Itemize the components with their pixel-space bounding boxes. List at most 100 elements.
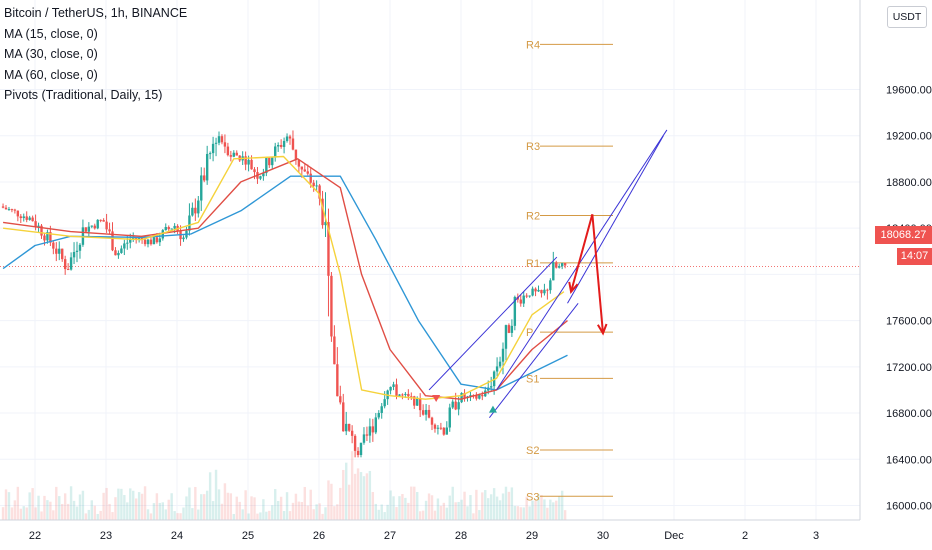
candle-body	[481, 395, 484, 397]
volume-bar	[546, 507, 549, 520]
currency-button[interactable]: USDT	[887, 6, 927, 28]
volume-bar	[558, 495, 561, 520]
candle-body	[129, 238, 132, 243]
candle-body	[333, 336, 336, 365]
volume-bar	[105, 487, 108, 520]
candle-body	[84, 227, 88, 232]
volume-bar	[513, 505, 517, 520]
candle-body	[427, 409, 431, 418]
candle-body	[194, 207, 197, 214]
volume-bar	[152, 503, 156, 520]
candle-body	[327, 222, 330, 276]
legend-ma15[interactable]: MA (15, close, 0)	[4, 26, 98, 41]
legend-ma30[interactable]: MA (30, close, 0)	[4, 47, 98, 61]
volume-bar	[4, 489, 8, 520]
volume-bar	[398, 496, 401, 520]
volume-bar	[478, 510, 481, 520]
volume-bar	[365, 473, 369, 520]
candle-body	[347, 423, 351, 431]
candle-body	[318, 185, 321, 199]
candle-body	[111, 231, 114, 251]
volume-bar	[170, 493, 173, 520]
candle-body	[126, 242, 129, 244]
channel-lower-line	[489, 302, 579, 418]
volume-bar	[374, 503, 377, 520]
candle-body	[114, 250, 117, 256]
candle-body	[1, 206, 5, 208]
candle-body	[78, 244, 82, 251]
candle-body	[173, 225, 176, 229]
channel-upper-line	[428, 256, 558, 391]
candle-body	[259, 176, 262, 179]
volume-bar	[90, 500, 93, 520]
volume-bar	[445, 507, 448, 520]
volume-bar	[333, 506, 336, 520]
volume-bar	[185, 496, 188, 520]
candle-body	[288, 136, 292, 139]
volume-bar	[108, 503, 111, 520]
volume-bar	[389, 490, 392, 520]
volume-bar	[451, 486, 454, 520]
legend-ma60[interactable]: MA (60, close, 0)	[4, 67, 98, 82]
candle-body	[19, 216, 22, 219]
volume-bar	[315, 504, 318, 520]
volume-bar	[61, 503, 64, 520]
candle-body	[498, 361, 502, 367]
candle-body	[164, 227, 167, 231]
volume-bar	[404, 497, 407, 520]
candle-body	[463, 392, 466, 399]
candle-body	[336, 364, 339, 397]
candle-body	[146, 239, 150, 245]
volume-bar	[475, 489, 478, 520]
volume-bar	[522, 507, 525, 520]
pivot-label-s3: S3	[526, 491, 539, 503]
candle-body	[436, 427, 440, 429]
candle-body	[87, 226, 91, 232]
candle-body	[152, 237, 156, 245]
volume-bar	[347, 484, 351, 520]
candle-body	[120, 248, 123, 253]
volume-bar	[534, 500, 537, 520]
volume-bar	[430, 495, 434, 520]
x-tick-label: 28	[455, 530, 467, 542]
x-tick-label: 24	[171, 530, 183, 542]
y-tick-label: 18800.00	[886, 177, 932, 189]
volume-bar	[442, 502, 446, 520]
volume-bar	[78, 494, 82, 520]
candle-body	[253, 169, 256, 173]
volume-bar	[549, 499, 552, 520]
legend-pivots[interactable]: Pivots (Traditional, Daily, 15)	[4, 88, 163, 102]
volume-bar	[1, 507, 5, 520]
candle-body	[232, 152, 235, 157]
volume-bar	[540, 494, 543, 520]
candle-body	[475, 395, 478, 399]
x-tick-label: 27	[384, 530, 396, 542]
y-tick-label: 17200.00	[886, 362, 932, 374]
candle-body	[445, 427, 448, 435]
volume-bar	[40, 511, 43, 520]
volume-bar	[507, 491, 511, 520]
candle-body	[306, 171, 309, 174]
volume-bar	[223, 483, 227, 520]
candle-body	[330, 275, 333, 337]
volume-bar	[495, 496, 499, 520]
volume-bar	[164, 509, 167, 520]
volume-bar	[75, 506, 79, 520]
pivot-label-r1: R1	[526, 258, 540, 270]
volume-bar	[52, 510, 55, 520]
wedge-upper-line	[496, 129, 668, 391]
candle-body	[504, 325, 508, 349]
volume-bar	[43, 495, 46, 520]
volume-bar	[111, 512, 114, 520]
volume-bar	[560, 490, 564, 520]
candle-body	[22, 216, 25, 219]
volume-bar	[439, 505, 443, 520]
candle-body	[513, 296, 517, 326]
volume-bar	[303, 486, 306, 520]
pivot-label-r3: R3	[526, 141, 540, 153]
candle-body	[528, 295, 531, 297]
candle-body	[75, 250, 79, 253]
volume-bar	[498, 500, 502, 520]
volume-bar	[247, 513, 250, 520]
